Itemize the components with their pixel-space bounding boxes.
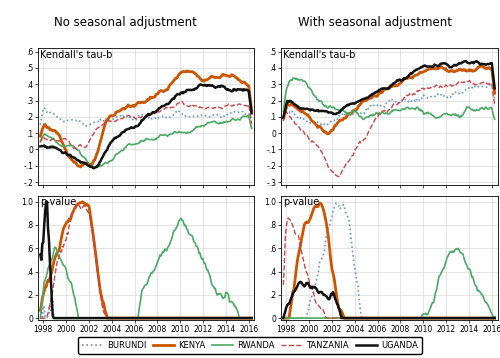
Text: No seasonal adjustment: No seasonal adjustment xyxy=(54,16,197,29)
Legend: BURUNDI, KENYA, RWANDA, TANZANIA, UGANDA: BURUNDI, KENYA, RWANDA, TANZANIA, UGANDA xyxy=(78,337,422,354)
Text: Kendall's tau-b: Kendall's tau-b xyxy=(282,50,355,60)
Text: p-value: p-value xyxy=(282,197,319,207)
Text: p-value: p-value xyxy=(40,197,76,207)
Text: Kendall's tau-b: Kendall's tau-b xyxy=(40,50,112,60)
Text: With seasonal adjustment: With seasonal adjustment xyxy=(298,16,452,29)
